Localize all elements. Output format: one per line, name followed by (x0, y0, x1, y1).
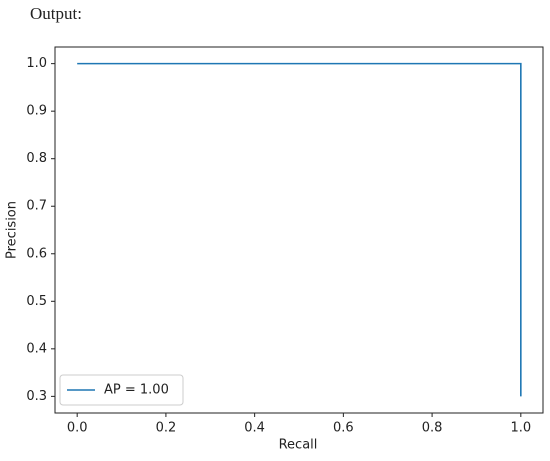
legend-box (59, 374, 184, 406)
output-label: Output: (30, 4, 82, 23)
series-line (77, 62, 522, 397)
x-tick-label: 1.0 (510, 421, 531, 436)
y-tick-label: 0.8 (26, 151, 47, 166)
x-tick-label: 0.4 (244, 421, 265, 436)
legend-label: AP = 1.00 (104, 383, 169, 398)
y-tick-label: 0.4 (26, 341, 47, 356)
y-tick-label: 0.6 (26, 246, 47, 261)
x-axis-label: Recall (279, 438, 318, 453)
y-tick-label: 0.5 (26, 294, 47, 309)
plot-frame (54, 46, 544, 414)
y-tick-label: 0.9 (26, 104, 47, 119)
x-tick-label: 0.6 (333, 421, 354, 436)
y-tick-label: 1.0 (26, 56, 47, 71)
x-tick-label: 0.0 (67, 421, 88, 436)
y-tick-label: 0.3 (26, 389, 47, 404)
y-axis-label: Precision (5, 201, 20, 259)
x-tick-label: 0.8 (422, 421, 443, 436)
x-tick-label: 0.2 (156, 421, 177, 436)
y-tick-label: 0.7 (26, 199, 47, 214)
